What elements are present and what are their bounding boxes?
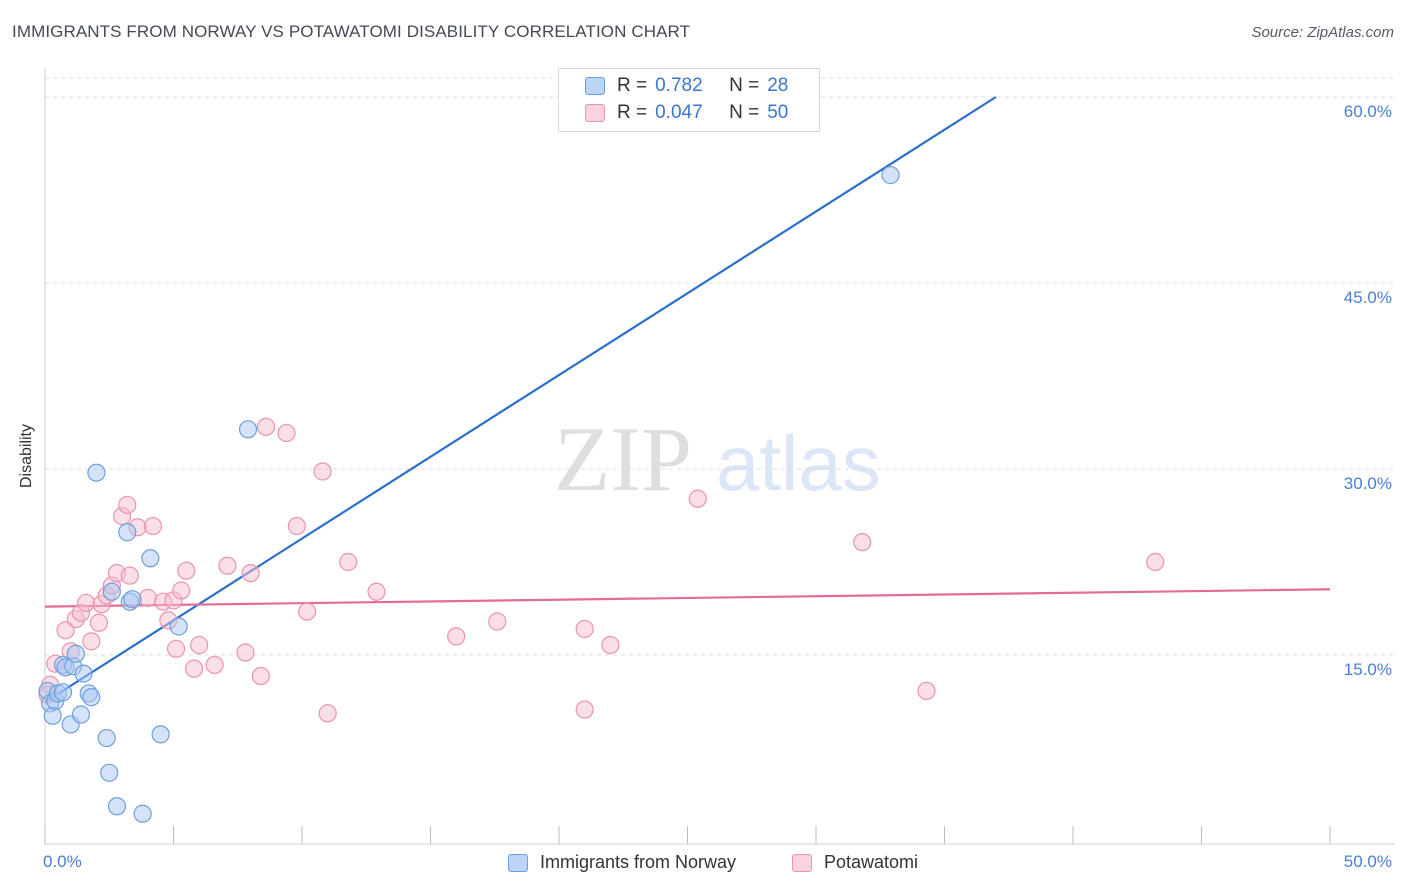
- stats-legend: R = 0.782 N = 28 R = 0.047 N = 50: [558, 68, 820, 132]
- point-potawatomi: [241, 564, 260, 583]
- point-norway: [169, 617, 188, 636]
- legend-item-potawatomi: Potawatomi: [792, 852, 918, 873]
- point-norway: [141, 549, 160, 568]
- y-tick-label-15: 15.0%: [1343, 660, 1392, 679]
- point-norway: [100, 763, 119, 782]
- point-potawatomi: [120, 566, 139, 585]
- point-potawatomi: [277, 423, 296, 443]
- point-potawatomi: [447, 627, 466, 646]
- r-label: R =: [617, 102, 648, 123]
- point-norway: [43, 706, 62, 725]
- point-norway: [82, 688, 101, 707]
- point-norway: [87, 463, 106, 482]
- point-norway: [66, 644, 85, 663]
- point-potawatomi: [166, 639, 186, 658]
- point-potawatomi: [488, 612, 507, 631]
- point-potawatomi: [184, 659, 204, 678]
- point-norway: [107, 797, 127, 816]
- stats-row-norway: R = 0.782 N = 28: [559, 73, 788, 99]
- watermark-zip: ZIP: [554, 408, 692, 510]
- point-norway: [133, 804, 152, 823]
- data-points: [38, 166, 1165, 823]
- point-norway: [238, 420, 258, 439]
- point-potawatomi: [56, 621, 75, 640]
- r-label: R =: [617, 75, 648, 96]
- point-potawatomi: [236, 643, 255, 662]
- point-potawatomi: [143, 516, 163, 536]
- point-norway: [151, 725, 170, 744]
- point-norway: [118, 523, 137, 542]
- potawatomi-swatch: [585, 104, 605, 122]
- point-potawatomi: [575, 619, 594, 639]
- point-potawatomi: [177, 561, 196, 580]
- n-value: 50: [767, 102, 789, 123]
- point-potawatomi: [205, 655, 224, 675]
- x-tick-label-max: 50.0%: [1343, 852, 1392, 871]
- point-norway: [53, 683, 73, 702]
- point-potawatomi: [218, 556, 237, 575]
- point-potawatomi: [251, 666, 270, 686]
- trend-line-norway: [44, 96, 997, 704]
- trend-line-potawatomi: [44, 588, 1331, 608]
- point-potawatomi: [118, 495, 137, 515]
- point-potawatomi: [367, 582, 386, 601]
- point-potawatomi: [172, 581, 191, 600]
- point-norway: [102, 582, 121, 601]
- point-potawatomi: [287, 516, 306, 536]
- norway-legend-label: Immigrants from Norway: [540, 852, 737, 872]
- point-potawatomi: [318, 704, 337, 723]
- point-potawatomi: [77, 593, 96, 613]
- y-tick-label-45: 45.0%: [1343, 288, 1392, 307]
- chart-title: IMMIGRANTS FROM NORWAY VS POTAWATOMI DIS…: [12, 22, 691, 41]
- point-potawatomi: [1146, 552, 1165, 572]
- x-tick-label-min: 0.0%: [43, 852, 82, 871]
- point-potawatomi: [313, 462, 332, 481]
- point-potawatomi: [82, 632, 101, 651]
- r-value: 0.047: [655, 102, 703, 123]
- point-potawatomi: [575, 700, 594, 719]
- potawatomi-legend-label: Potawatomi: [824, 852, 919, 872]
- norway-legend-swatch: [508, 853, 528, 872]
- point-potawatomi: [601, 635, 620, 655]
- n-label: N =: [729, 102, 760, 123]
- y-tick-label-30: 30.0%: [1343, 474, 1392, 493]
- point-potawatomi: [688, 489, 707, 508]
- r-value: 0.782: [655, 75, 703, 96]
- watermark: ZIP atlas: [554, 408, 881, 510]
- point-potawatomi: [339, 552, 358, 572]
- point-potawatomi: [190, 635, 209, 655]
- point-potawatomi: [256, 417, 276, 436]
- y-tick-label-60: 60.0%: [1343, 102, 1392, 121]
- point-potawatomi: [89, 613, 109, 632]
- point-potawatomi: [853, 533, 872, 552]
- point-potawatomi: [298, 602, 317, 621]
- trend-lines: [44, 96, 1331, 704]
- norway-swatch: [585, 77, 605, 95]
- stats-row-potawatomi: R = 0.047 N = 50: [559, 100, 788, 126]
- point-norway: [74, 664, 93, 683]
- point-norway: [71, 705, 91, 724]
- legend-item-norway: Immigrants from Norway: [508, 852, 736, 873]
- watermark-atlas: atlas: [716, 419, 881, 507]
- n-value: 28: [767, 75, 789, 96]
- source-credit: Source: ZipAtlas.com: [1251, 24, 1394, 41]
- point-potawatomi: [138, 588, 157, 608]
- point-norway: [97, 728, 116, 748]
- point-norway: [881, 166, 900, 185]
- x-axis: [44, 68, 1395, 845]
- potawatomi-legend-swatch: [792, 853, 812, 872]
- point-potawatomi: [917, 681, 936, 701]
- point-norway: [123, 590, 142, 609]
- n-label: N =: [729, 75, 760, 96]
